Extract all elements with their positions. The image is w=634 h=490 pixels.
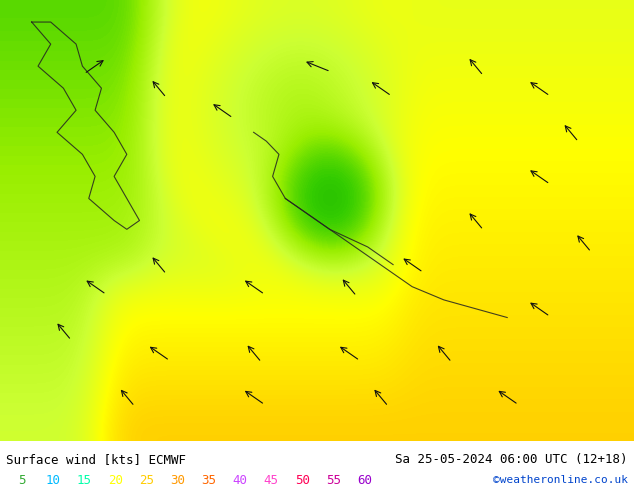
Text: 20: 20 [108,474,123,487]
Text: 35: 35 [202,474,216,487]
Text: Surface wind [kts] ECMWF: Surface wind [kts] ECMWF [6,453,186,466]
Text: 25: 25 [139,474,154,487]
Text: 30: 30 [171,474,185,487]
Text: 45: 45 [264,474,279,487]
Text: 40: 40 [233,474,248,487]
Text: ©weatheronline.co.uk: ©weatheronline.co.uk [493,475,628,485]
Text: Sa 25-05-2024 06:00 UTC (12+18): Sa 25-05-2024 06:00 UTC (12+18) [395,453,628,466]
Text: 10: 10 [46,474,61,487]
Text: 55: 55 [326,474,341,487]
Text: 50: 50 [295,474,310,487]
Text: 15: 15 [77,474,92,487]
Text: 60: 60 [358,474,372,487]
Text: 5: 5 [18,474,25,487]
